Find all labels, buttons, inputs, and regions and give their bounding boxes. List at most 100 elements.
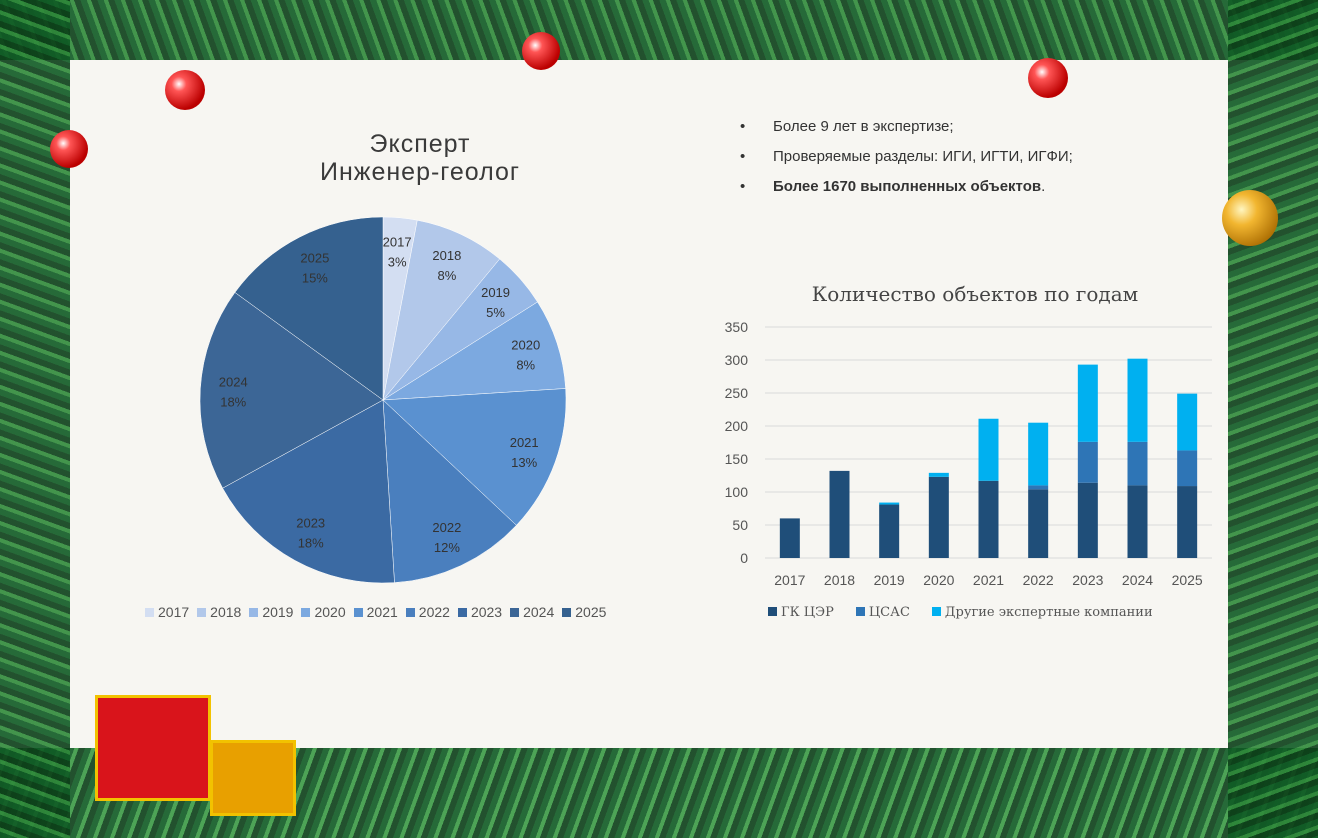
legend-swatch (405, 608, 415, 617)
bar-2019 (879, 502, 900, 505)
bullet-text: Более 1670 выполненных объектов (773, 178, 1042, 195)
legend-item-2021: 2021 (353, 604, 398, 620)
bar-2023 (1077, 441, 1098, 483)
ornament-ball (522, 32, 560, 70)
bar-2023 (1077, 364, 1098, 442)
x-tick-label: 2020 (923, 572, 954, 588)
pie-label-percent: 8% (516, 358, 535, 373)
legend-item: ГК ЦЭР (768, 605, 834, 620)
legend-label: 2024 (523, 604, 555, 620)
legend-swatch (197, 608, 207, 617)
bar-2022 (1028, 485, 1049, 490)
ornament-ball (50, 130, 88, 168)
pie-label-year: 2019 (481, 285, 510, 300)
pie-label-year: 2017 (383, 235, 412, 250)
pie-slice-2021 (382, 388, 567, 526)
bar-chart-title: Количество объектов по годам (811, 282, 1139, 306)
pie-label-percent: 15% (302, 270, 328, 285)
title-line: Инженер-геолог (319, 158, 521, 186)
bullet-item: • Более 9 лет в экспертизе; (740, 118, 954, 135)
bar-2017 (779, 518, 800, 558)
y-tick-label: 200 (725, 418, 749, 434)
x-tick-label: 2018 (824, 572, 855, 588)
pie-slice-2025 (234, 216, 384, 401)
bar-2024 (1127, 485, 1148, 558)
legend-item-2023: 2023 (457, 604, 503, 620)
y-tick-label: 0 (740, 550, 748, 566)
legend-item-2025: 2025 (562, 604, 606, 620)
chart-title: Эксперт Инженер-геолог (250, 130, 590, 186)
pie-label-year: 2021 (510, 435, 539, 450)
bullet-suffix: . (1041, 178, 1046, 195)
x-tick-label: 2017 (774, 572, 805, 588)
legend-swatch (510, 608, 520, 617)
gift-box (210, 740, 296, 816)
y-tick-label: 250 (725, 385, 749, 401)
bullet-text: Проверяемые разделы: ИГИ, ИГТИ, ИГФИ; (773, 148, 1073, 165)
y-tick-label: 300 (725, 352, 749, 368)
bar-2021 (978, 418, 999, 481)
legend-swatch (457, 608, 467, 617)
bullet-list: • Более 9 лет в экспертизе; • Проверяемые … (740, 118, 1073, 208)
x-tick-label: 2024 (1122, 572, 1153, 588)
legend-swatch (353, 608, 363, 617)
bullet-text: Более 9 лет в экспертизе; (773, 118, 954, 135)
x-tick-label: 2021 (973, 572, 1004, 588)
bullet-item: • Более 1670 выполненных объектов. (740, 178, 1046, 195)
pie-label-year: 2018 (432, 248, 461, 263)
legend-swatch (931, 607, 941, 616)
legend-swatch (145, 608, 154, 617)
bar-2025 (1177, 393, 1198, 451)
legend-item: Другие экспертные компании (931, 605, 1153, 620)
legend-label: 2017 (158, 604, 190, 620)
bar-legend: ГК ЦЭР ЦСАС Другие экспертные компании (768, 605, 1153, 620)
legend-label: 2021 (366, 604, 398, 620)
ornament-ball (165, 70, 205, 110)
pie-label-percent: 3% (388, 255, 407, 270)
pie-slice-2022 (382, 399, 517, 583)
bar-2023 (1077, 482, 1098, 558)
legend-label: 2022 (418, 604, 450, 620)
legend-swatch (249, 608, 259, 617)
legend-item-2020: 2020 (301, 604, 346, 620)
y-tick-label: 350 (725, 319, 749, 335)
legend-item-2018: 2018 (197, 604, 241, 620)
bar-2024 (1127, 358, 1148, 442)
pie-legend: 2017 2018 2019 2020 2021 2022 2023 2024 2025 (145, 604, 606, 620)
y-tick-label: 100 (725, 484, 749, 500)
pie-label-percent: 13% (511, 455, 537, 470)
legend-label: 2025 (575, 604, 607, 620)
legend-label: Другие экспертные компании (944, 605, 1153, 620)
ornament-ball-gold (1222, 190, 1278, 246)
pie-slice-2020 (382, 301, 566, 401)
pie-label-percent: 8% (437, 268, 456, 283)
pie-slice-2023 (222, 399, 395, 584)
pie-label-percent: 5% (486, 305, 505, 320)
x-tick-label: 2023 (1072, 572, 1103, 588)
legend-label: ГК ЦЭР (781, 605, 834, 620)
legend-swatch (562, 608, 572, 617)
x-tick-label: 2022 (1023, 572, 1054, 588)
legend-swatch (768, 607, 777, 616)
pie-slice-2018 (382, 219, 501, 401)
bullet-item: • Проверяемые разделы: ИГИ, ИГТИ, ИГФИ; (740, 148, 1073, 165)
bar-2020 (928, 472, 949, 477)
bar-2022 (1028, 422, 1049, 486)
pie-label-percent: 12% (434, 540, 460, 555)
title-line: Эксперт (369, 130, 471, 158)
bar-2022 (1028, 489, 1049, 558)
pie-label-year: 2023 (296, 515, 325, 530)
pie-label-year: 2024 (219, 375, 248, 390)
legend-item: ЦСАС (855, 605, 910, 620)
y-tick-label: 50 (732, 517, 748, 533)
y-tick-label: 150 (725, 451, 749, 467)
legend-label: ЦСАС (868, 605, 910, 620)
legend-item-2019: 2019 (249, 604, 293, 620)
bar-2020 (928, 476, 949, 558)
pie-label-year: 2020 (511, 338, 540, 353)
bar-2019 (879, 504, 900, 558)
bar-2025 (1177, 450, 1198, 487)
legend-item-2024: 2024 (510, 604, 554, 620)
legend-label: 2023 (470, 604, 503, 620)
